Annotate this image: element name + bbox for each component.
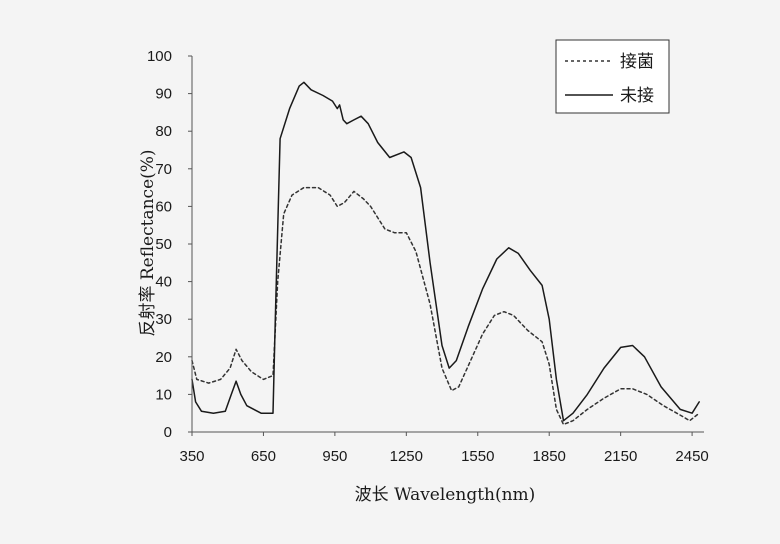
x-tick-label: 1850: [533, 448, 566, 465]
legend: 接菌 未接: [555, 39, 670, 114]
y-tick-label: 100: [147, 48, 172, 65]
y-tick-label: 60: [155, 198, 172, 215]
x-tick-label: 1550: [461, 448, 494, 465]
x-tick-label: 350: [179, 448, 204, 465]
y-tick-label: 30: [155, 311, 172, 328]
y-tick-label: 20: [155, 349, 172, 366]
y-tick-label: 80: [155, 123, 172, 140]
x-tick-label: 2150: [604, 448, 637, 465]
series-line-uninoculated: [191, 81, 700, 422]
y-tick-label: 0: [164, 424, 172, 441]
y-tick-label: 10: [155, 386, 172, 403]
x-tick-label: 2450: [675, 448, 708, 465]
x-tick-label: 1250: [390, 448, 423, 465]
y-tick-label: 40: [155, 274, 172, 291]
y-tick-label: 50: [155, 236, 172, 253]
y-tick-label: 90: [155, 86, 172, 103]
legend-label-uninoculated: 未接: [620, 86, 654, 106]
tick-labels: 350 650 950 1250 1550 1850 2150 2450 0 10 20 30 40 50…: [147, 48, 709, 465]
axes: [188, 55, 704, 436]
y-axis-title: 反射率 Reflectance(%): [138, 149, 158, 336]
x-tick-label: 650: [251, 448, 276, 465]
y-tick-label: 70: [155, 161, 172, 178]
x-axis-title: 波长 Wavelength(nm): [355, 485, 536, 505]
legend-label-inoculated: 接菌: [620, 52, 654, 72]
plot-area: [191, 81, 700, 426]
legend-box: [555, 39, 670, 114]
x-tick-label: 950: [322, 448, 347, 465]
series-line-inoculated: [191, 186, 700, 426]
